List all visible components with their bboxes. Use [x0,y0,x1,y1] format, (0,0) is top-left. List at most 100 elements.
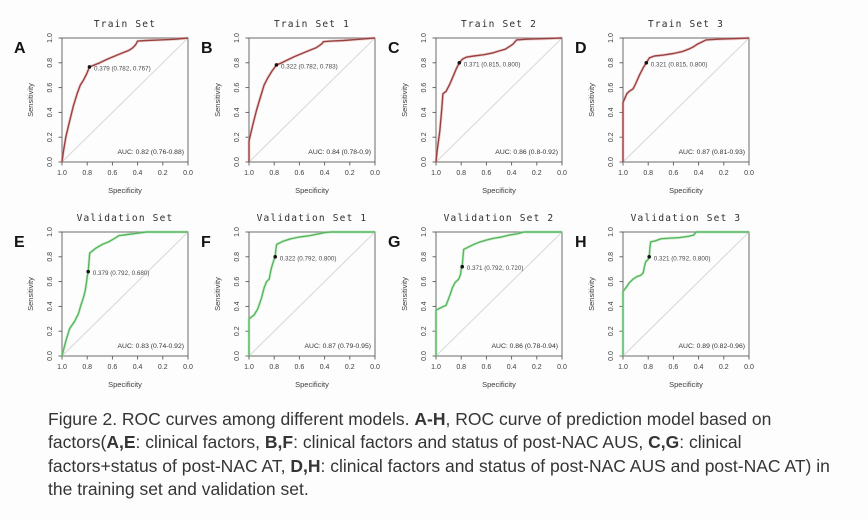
x-tick-label: 0.4 [320,364,330,371]
y-tick-label: 0.6 [421,277,428,287]
panel-letter: D [575,40,587,57]
threshold-annotation: 0.321 (0.792, 0.800) [654,255,711,262]
x-tick-label: 0.4 [320,170,330,177]
x-axis-label: Specificity [669,186,703,195]
diagonal-reference-line [435,37,563,163]
auc-label: AUC: 0.86 (0.78-0.94) [492,343,559,350]
panel-title: Train Set [94,19,156,30]
threshold-marker [87,65,92,69]
x-tick-label: 0.4 [133,364,143,371]
x-tick-label: 0.0 [183,364,193,371]
x-tick-label: 0.8 [456,170,466,177]
caption-text-segment: : clinical factors, [135,432,265,453]
y-tick-label: 1.0 [47,33,54,43]
threshold-annotation: 0.322 (0.792, 0.800) [280,255,337,262]
x-tick-label: 0.2 [719,170,729,177]
roc-grid: A Train Set 1.0 0.8 0.6 0.4 0.2 0.0 0.0 0.2 0.4 0.6… [14,19,754,398]
diagonal-reference-line [435,231,563,357]
auc-label: AUC: 0.84 (0.78-0.9) [308,149,371,156]
threshold-annotation: 0.379 (0.792, 0.680) [93,270,150,277]
diagonal-reference-line [61,231,189,357]
y-tick-label: 0.6 [234,83,241,93]
y-tick-label: 0.0 [421,157,428,167]
x-tick-label: 0.6 [482,170,492,177]
plot-box [248,231,376,357]
roc-plot-A: A Train Set 1.0 0.8 0.6 0.4 0.2 0.0 0.0 0.2 0.4 0.6… [14,19,193,195]
auc-label: AUC: 0.89 (0.82-0.96) [679,343,746,350]
y-axis-label: Sensitivity [587,277,596,311]
roc-curve [622,37,750,162]
roc-panel-F: F Validation Set 1 1.0 0.8 0.6 0.4 0.2 0.0 0.0 0.… [197,206,384,398]
y-axis-label: Sensitivity [26,83,35,117]
y-tick-label: 1.0 [234,227,241,237]
y-tick-label: 0.6 [47,83,54,93]
x-tick-label: 0.4 [694,170,704,177]
x-tick-label: 0.0 [744,364,754,371]
y-tick-label: 0.2 [421,326,428,336]
threshold-marker [457,61,462,65]
roc-plot-E: E Validation Set 1.0 0.8 0.6 0.4 0.2 0.0 0.0 0.2 0… [14,213,193,389]
y-tick-label: 0.0 [608,351,615,361]
auc-label: AUC: 0.86 (0.8-0.92) [495,149,558,156]
y-tick-label: 1.0 [47,227,54,237]
x-tick-label: 0.0 [370,364,380,371]
x-axis-label: Specificity [669,380,703,389]
diagonal-reference-line [61,37,189,163]
y-tick-label: 0.2 [47,132,54,142]
y-tick-label: 0.0 [47,351,54,361]
figure-caption: Figure 2. ROC curves among different mod… [48,408,830,501]
plot-box [622,37,750,163]
caption-bold-segment: A-H [414,409,446,429]
y-tick-label: 0.6 [608,83,615,93]
y-tick-label: 0.6 [47,277,54,287]
threshold-marker [86,269,91,274]
x-tick-label: 0.4 [133,170,143,177]
y-tick-label: 0.8 [421,58,428,68]
y-tick-label: 0.0 [47,157,54,167]
panel-title: Train Set 2 [461,19,537,30]
plot-box [435,231,563,357]
x-tick-label: 0.0 [370,170,380,177]
x-tick-label: 0.6 [295,364,305,371]
y-tick-label: 0.8 [421,252,428,262]
y-tick-label: 0.2 [608,132,615,142]
panel-letter: E [14,234,25,251]
panel-letter: G [388,234,400,251]
auc-label: AUC: 0.82 (0.76-0.88) [118,149,185,156]
panel-letter: B [201,40,213,57]
x-tick-label: 0.0 [557,364,567,371]
caption-bold-segment: C,G [648,432,680,453]
y-axis-label: Sensitivity [213,83,222,117]
roc-plot-B: B Train Set 1 1.0 0.8 0.6 0.4 0.2 0.0 0.0 0.2 0.4 0… [201,19,380,195]
x-tick-label: 1.0 [244,170,254,177]
threshold-marker [274,63,279,67]
x-tick-label: 0.0 [744,170,754,177]
x-tick-label: 0.4 [694,364,704,371]
y-tick-label: 0.4 [234,301,241,311]
y-tick-label: 0.0 [608,157,615,167]
roc-plot-C: C Train Set 2 1.0 0.8 0.6 0.4 0.2 0.0 0.0 0.2 0.4 0… [388,19,567,195]
roc-curve [61,231,188,357]
panel-title: Validation Set [77,213,174,224]
x-tick-label: 0.4 [507,364,517,371]
y-tick-label: 1.0 [608,33,615,43]
caption-bold-segment: A,E [106,432,136,453]
x-tick-label: 0.4 [507,170,517,177]
y-tick-label: 0.2 [234,132,241,142]
x-tick-label: 0.8 [269,364,279,371]
x-tick-label: 0.6 [482,364,492,371]
x-axis-label: Specificity [482,186,516,195]
figure-page: A Train Set 1.0 0.8 0.6 0.4 0.2 0.0 0.0 0.2 0.4 0.6… [14,19,830,501]
plot-box [248,37,376,163]
threshold-annotation: 0.322 (0.782, 0.783) [281,63,338,70]
plot-box [61,231,189,357]
x-tick-label: 1.0 [431,170,441,177]
diagonal-reference-line [622,37,750,163]
x-tick-label: 0.0 [557,170,567,177]
y-tick-label: 0.4 [234,107,241,117]
y-tick-label: 1.0 [421,227,428,237]
y-axis-label: Sensitivity [26,277,35,311]
caption-bold-segment: D,H [290,455,321,476]
roc-curve [248,37,376,162]
y-tick-label: 0.8 [47,58,54,68]
